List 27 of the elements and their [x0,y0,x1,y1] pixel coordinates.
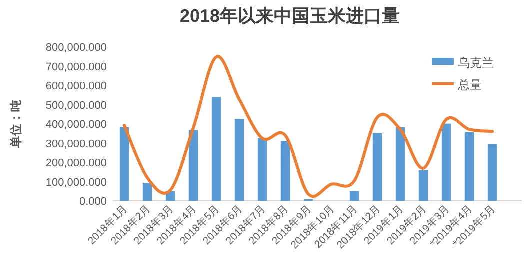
bar [488,144,498,201]
bar [188,130,198,201]
legend-label: 总量 [457,78,482,92]
bar [234,119,244,201]
y-tick-label: 400,000.000 [46,119,107,131]
y-axis-title: 单位：吨 [9,100,23,149]
bar [120,127,130,201]
bar [464,132,474,201]
bar [418,170,428,201]
y-tick-label: 100,000.000 [46,176,107,189]
bar [258,138,268,201]
bar [142,183,152,201]
bar [350,191,360,201]
y-tick-label: 500,000.000 [46,100,107,112]
y-tick-label: 0.000 [79,196,107,208]
y-tick-label: 800,000.000 [46,42,107,54]
bar [280,141,290,201]
y-tick-label: 600,000.000 [46,80,107,92]
chart-title: 2018年以来中国玉米进口量 [180,6,400,26]
bar [442,124,452,201]
bar [396,127,406,201]
y-tick-label: 700,000.000 [46,61,107,74]
legend-label: 乌克兰 [458,56,494,70]
y-tick-label: 200,000.000 [46,158,107,170]
bar [212,97,222,201]
bar [372,133,382,201]
y-tick-label: 300,000.000 [46,138,107,150]
